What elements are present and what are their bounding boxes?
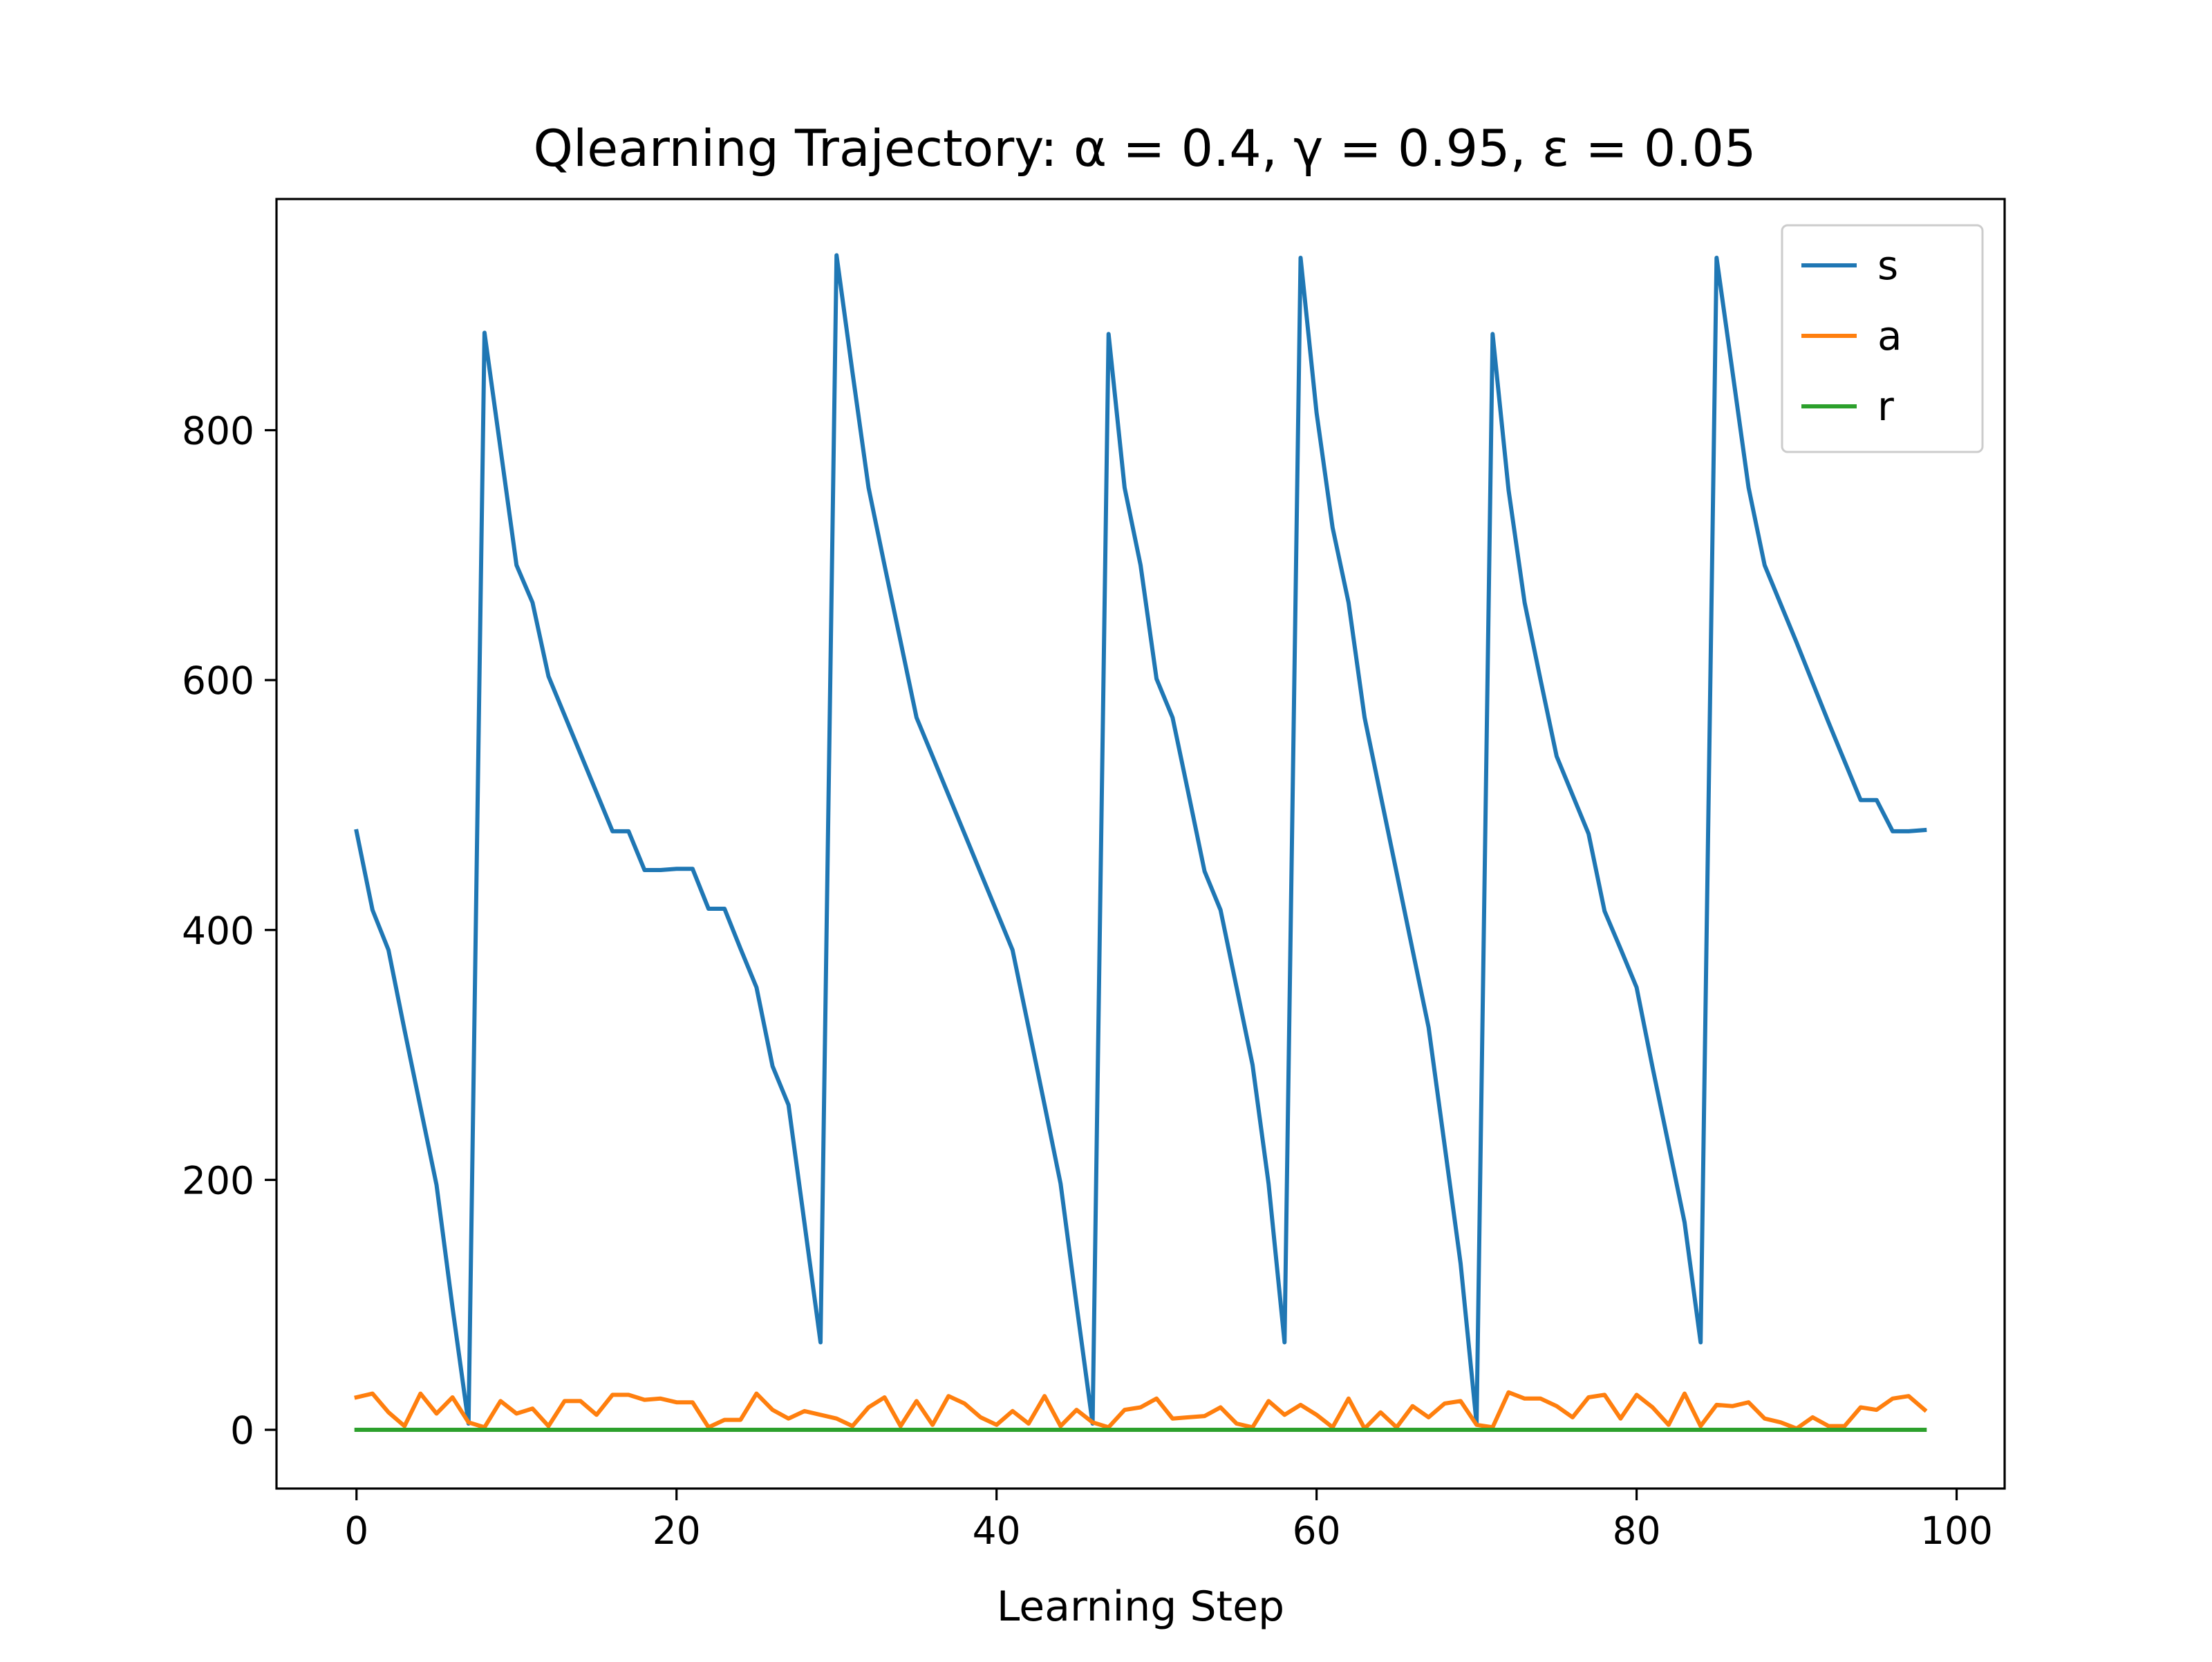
- series-line-s: [354, 253, 1927, 1426]
- x-tick-label: 60: [1293, 1509, 1341, 1553]
- x-tick-label: 0: [344, 1509, 368, 1553]
- legend-box: [1781, 224, 1984, 453]
- y-tick-label: 400: [182, 909, 254, 953]
- x-axis: 0 20 40 60 80 100: [344, 1489, 1993, 1553]
- y-tick-label: 600: [182, 659, 254, 703]
- x-tick-label: 40: [973, 1509, 1021, 1553]
- plot-area: [354, 253, 1928, 1432]
- x-axis-label: Learning Step: [997, 1583, 1284, 1631]
- chart-title: Qlearning Trajectory: α = 0.4, γ = 0.95,…: [534, 120, 1756, 178]
- x-tick-label: 80: [1613, 1509, 1661, 1553]
- plot-frame: [275, 198, 2006, 1490]
- y-tick-label: 800: [182, 409, 254, 453]
- legend: sar: [1781, 224, 1984, 453]
- legend-label-a: a: [1877, 312, 1902, 359]
- y-tick-label: 0: [230, 1408, 254, 1453]
- legend-label-r: r: [1877, 383, 1894, 430]
- y-axis: 0 200 400 600 800: [182, 409, 276, 1453]
- x-tick-label: 100: [1920, 1509, 1993, 1553]
- y-tick-label: 200: [182, 1158, 254, 1202]
- x-tick-label: 20: [653, 1509, 701, 1553]
- legend-label-s: s: [1877, 242, 1898, 289]
- series-line-a: [354, 1390, 1928, 1431]
